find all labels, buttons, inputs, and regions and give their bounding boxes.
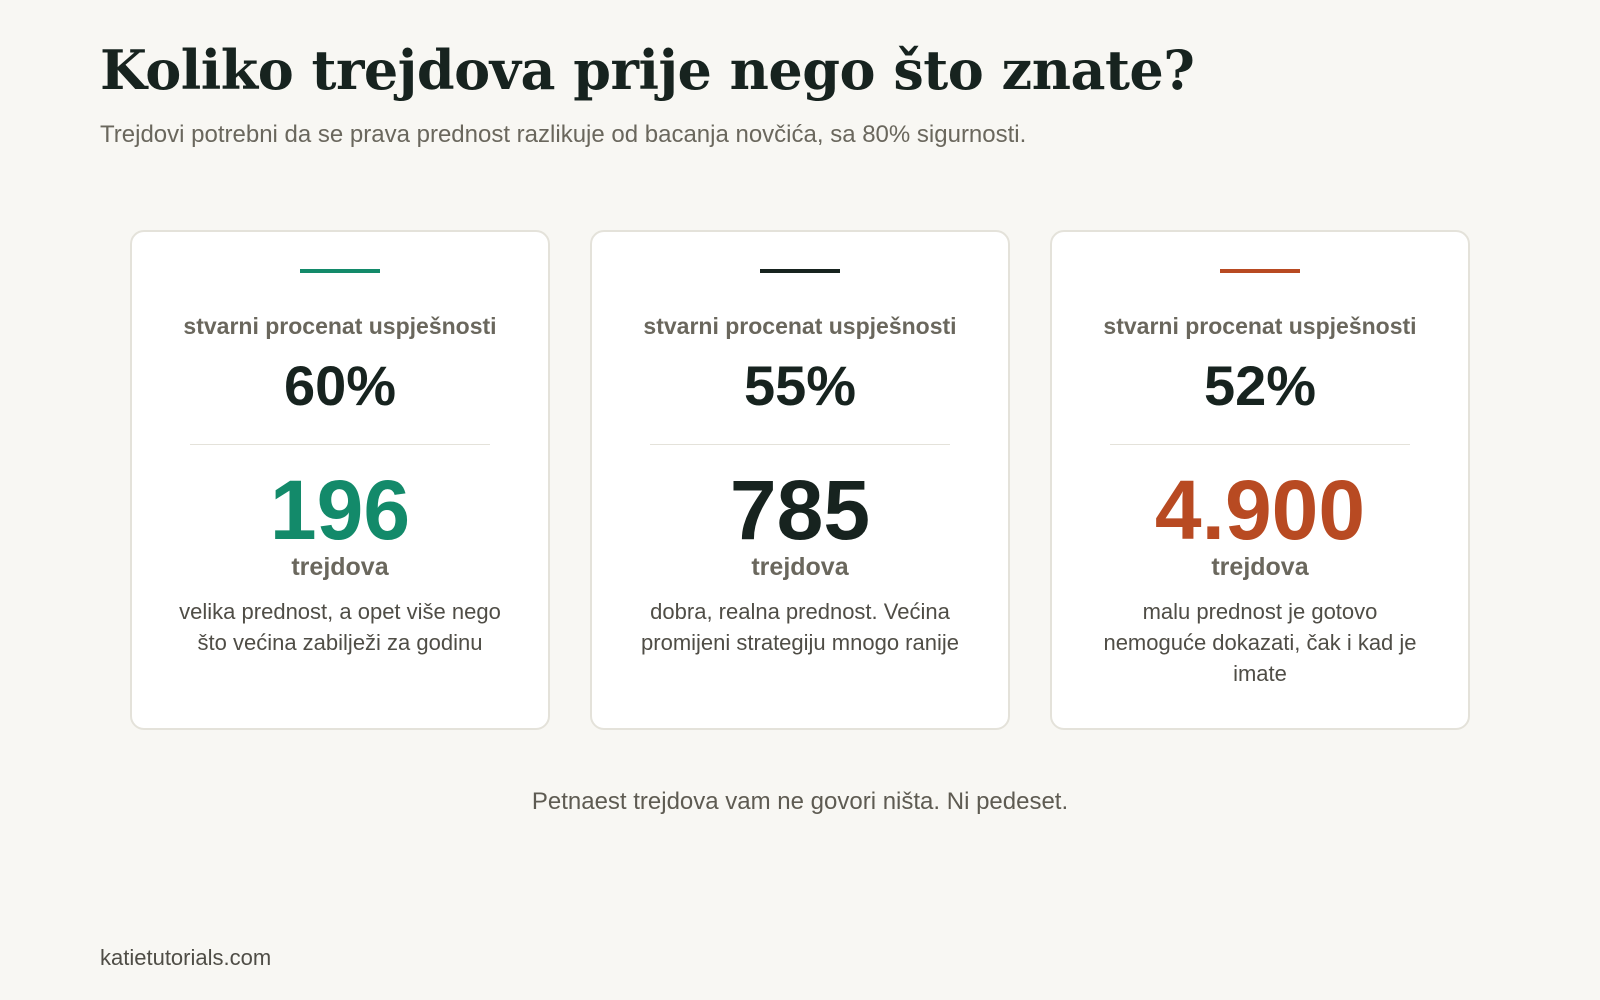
subtitle: Trejdovi potrebni da se prava prednost r… [100, 121, 1027, 148]
cards: stvarni procenat uspješnosti 60% 196 trejdo… [130, 230, 1470, 730]
card: stvarni procenat uspješnosti 55% 785 trejdo… [590, 230, 1010, 730]
footer-note: Petnaest trejdova vam ne govori ništa. N… [531, 788, 1069, 815]
unit: trejdova [1211, 553, 1309, 581]
divider [1110, 444, 1410, 445]
trade-count: 785 [729, 463, 871, 557]
title: Koliko trejdova prije nego što znate? [100, 38, 1195, 102]
unit: trejdova [751, 553, 849, 581]
rate: 52% [1203, 354, 1317, 417]
trade-count: 4.900 [1154, 463, 1366, 557]
divider [190, 444, 490, 445]
rate: 60% [283, 354, 397, 417]
divider [650, 444, 950, 445]
description: malu prednost je gotovo nemoguće dokazat… [1103, 599, 1417, 686]
unit: trejdova [291, 553, 389, 581]
card-label: stvarni procenat uspješnosti [643, 313, 957, 339]
card-label: stvarni procenat uspješnosti [1103, 313, 1417, 339]
description: velika prednost, a opet više nego što ve… [179, 599, 501, 655]
card: stvarni procenat uspješnosti 60% 196 trejdo… [130, 230, 550, 730]
rate: 55% [743, 354, 857, 417]
accent-line [760, 269, 840, 273]
description: dobra, realna prednost. Većina promijeni… [641, 599, 959, 655]
trade-count: 196 [269, 463, 411, 557]
card: stvarni procenat uspješnosti 52% 4.900 trej… [1050, 230, 1470, 730]
source: katietutorials.com [100, 945, 272, 970]
accent-line [300, 269, 380, 273]
accent-line [1220, 269, 1300, 273]
card-label: stvarni procenat uspješnosti [183, 313, 497, 339]
